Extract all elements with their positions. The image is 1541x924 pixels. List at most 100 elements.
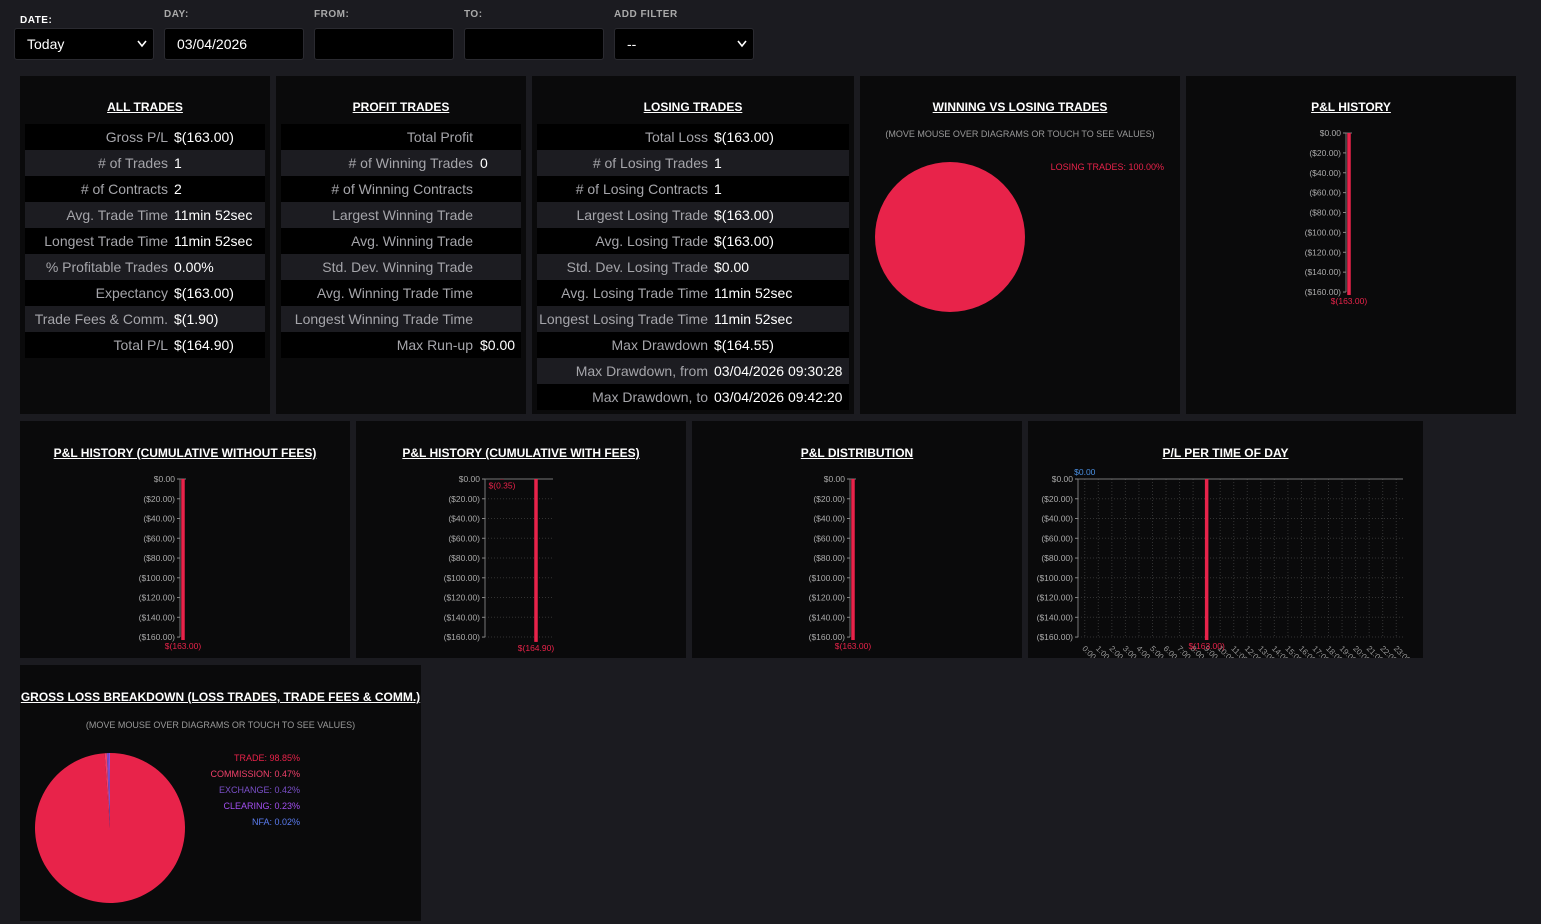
y-tick-label: $0.00 xyxy=(1052,474,1074,484)
table-row: # of Losing Contracts 1 xyxy=(537,176,849,202)
row-label: # of Losing Contracts xyxy=(575,181,708,197)
pie-slice xyxy=(108,753,110,828)
chart-panel: P&L HISTORY $0.00 ($20.00) ($40.00) ($60.00)… xyxy=(1186,76,1516,414)
chart-panel: P&L DISTRIBUTION $0.00 ($20.00) ($40.00) ($6… xyxy=(692,421,1022,658)
input-value: 03/04/2026 xyxy=(177,36,248,52)
y-tick-label: $0.00 xyxy=(154,474,176,484)
y-tick-label: ($40.00) xyxy=(1309,168,1341,178)
row-value: 2 xyxy=(174,181,182,197)
add-filter-select[interactable]: -- xyxy=(614,28,754,60)
chart-panel: GROSS LOSS BREAKDOWN (LOSS TRADES, TRADE… xyxy=(20,665,421,921)
day-input[interactable]: 03/04/2026 xyxy=(164,28,304,60)
row-value: 0.00% xyxy=(174,259,214,275)
row-label: Longest Trade Time xyxy=(44,233,168,249)
chart: $0.00 ($20.00) ($40.00) ($60.00) ($80.00) ($1… xyxy=(444,474,555,653)
y-tick-label: ($100.00) xyxy=(139,573,176,583)
table-row: Expectancy $(163.00) xyxy=(25,280,265,306)
pie-label: CLEARING: 0.23% xyxy=(223,801,300,811)
table-row: # of Trades 1 xyxy=(25,150,265,176)
pie-slice xyxy=(106,753,110,828)
from-input[interactable] xyxy=(314,28,454,60)
y-tick-label: ($140.00) xyxy=(1305,267,1342,277)
row-label: Avg. Losing Trade xyxy=(595,233,708,249)
chart-panel: WINNING VS LOSING TRADES (MOVE MOUSE OVER… xyxy=(860,76,1180,414)
table-row: Trade Fees & Comm. $(1.90) xyxy=(25,306,265,332)
row-label: Longest Winning Trade Time xyxy=(294,311,473,327)
y-tick-label: ($160.00) xyxy=(444,632,481,642)
chart-panel: P&L HISTORY (CUMULATIVE WITHOUT FEES) $0.… xyxy=(20,421,350,658)
table-row: Gross P/L $(163.00) xyxy=(25,124,265,150)
y-tick-label: ($80.00) xyxy=(143,553,175,563)
chart: LOSING TRADES: 100.00% xyxy=(875,162,1164,312)
row-label: Avg. Trade Time xyxy=(66,207,168,223)
chart-panel: P&L HISTORY (CUMULATIVE WITH FEES) $0.00 (… xyxy=(356,421,686,658)
table-row: % Profitable Trades 0.00% xyxy=(25,254,265,280)
panel-subtitle: (MOVE MOUSE OVER DIAGRAMS OR TOUCH TO SE… xyxy=(885,129,1155,139)
pie-slice xyxy=(875,162,1025,312)
row-label: Longest Losing Trade Time xyxy=(539,311,708,327)
row-value: $(163.00) xyxy=(174,285,234,301)
table-row: Largest Losing Trade $(163.00) xyxy=(537,202,849,228)
bar xyxy=(181,479,185,641)
y-tick-label: ($60.00) xyxy=(813,533,845,543)
panel-title: P&L DISTRIBUTION xyxy=(800,446,914,460)
table-panel: PROFIT TRADES Total Profit # of Winning Tr… xyxy=(276,76,526,414)
table-row: Std. Dev. Winning Trade xyxy=(281,254,521,280)
pie-slice xyxy=(34,753,185,903)
row-value: 0 xyxy=(480,155,488,171)
row-value: 03/04/2026 09:42:20 xyxy=(714,389,843,405)
pie-label: NFA: 0.02% xyxy=(252,817,300,827)
table-row: # of Contracts 2 xyxy=(25,176,265,202)
row-value: 11min 52sec xyxy=(714,285,793,301)
row-value: 1 xyxy=(714,155,722,171)
y-tick-label: ($100.00) xyxy=(444,573,481,583)
row-label: # of Winning Contracts xyxy=(331,181,473,197)
table-row: Avg. Trade Time 11min 52sec xyxy=(25,202,265,228)
y-tick-label: ($160.00) xyxy=(1305,287,1342,297)
y-tick-label: ($120.00) xyxy=(1037,593,1074,603)
value-label: $(0.35) xyxy=(489,480,516,490)
panel-title: P&L HISTORY xyxy=(1311,100,1391,114)
table-row: Avg. Winning Trade Time xyxy=(281,280,521,306)
y-tick-label: ($100.00) xyxy=(1305,227,1342,237)
table-row: Longest Winning Trade Time xyxy=(281,306,521,332)
date-select[interactable]: Today xyxy=(14,28,154,60)
row-label: Gross P/L xyxy=(105,129,168,145)
to-input[interactable] xyxy=(464,28,604,60)
row-label: Avg. Losing Trade Time xyxy=(561,285,708,301)
y-tick-label: ($80.00) xyxy=(1041,553,1073,563)
filter-label: TO: xyxy=(464,9,483,20)
row-label: Largest Losing Trade xyxy=(576,207,708,223)
row-label: Total P/L xyxy=(113,337,168,353)
table-row: Avg. Losing Trade $(163.00) xyxy=(537,228,849,254)
y-tick-label: ($160.00) xyxy=(139,632,176,642)
table-row: Total Profit xyxy=(281,124,521,150)
row-value: $0.00 xyxy=(714,259,750,275)
table-panel: ALL TRADES Gross P/L $(163.00) # of Trades 1… xyxy=(20,76,270,414)
panel-title: WINNING VS LOSING TRADES xyxy=(932,100,1108,114)
y-tick-label: ($120.00) xyxy=(1305,247,1342,257)
y-tick-label: ($160.00) xyxy=(809,632,846,642)
table-row: Longest Losing Trade Time 11min 52sec xyxy=(537,306,849,332)
panel-title: GROSS LOSS BREAKDOWN (LOSS TRADES, TRADE… xyxy=(20,690,421,704)
y-tick-label: ($40.00) xyxy=(813,514,845,524)
table-row: Max Run-up $0.00 xyxy=(281,332,521,358)
y-tick-label: ($60.00) xyxy=(1309,188,1341,198)
y-tick-label: $0.00 xyxy=(459,474,481,484)
y-tick-label: ($20.00) xyxy=(448,494,480,504)
row-label: # of Contracts xyxy=(80,181,168,197)
chart: TRADE: 98.85% COMMISSION: 0.47% EXCHANGE: … xyxy=(34,753,300,903)
y-tick-label: ($100.00) xyxy=(809,573,846,583)
row-label: Max Drawdown, to xyxy=(592,389,708,405)
row-label: Avg. Winning Trade xyxy=(351,233,473,249)
chevron xyxy=(137,40,147,48)
row-value: $(1.90) xyxy=(174,311,219,327)
y-tick-label: $0.00 xyxy=(1320,128,1342,138)
value-label: $(163.00) xyxy=(1188,641,1225,651)
y-tick-label: ($140.00) xyxy=(139,612,176,622)
panel-title: P/L PER TIME OF DAY xyxy=(1162,446,1289,460)
y-tick-label: ($160.00) xyxy=(1037,632,1074,642)
y-tick-label: ($120.00) xyxy=(139,593,176,603)
row-value: $(164.90) xyxy=(174,337,234,353)
panel-title: P&L HISTORY (CUMULATIVE WITHOUT FEES) xyxy=(53,446,317,460)
